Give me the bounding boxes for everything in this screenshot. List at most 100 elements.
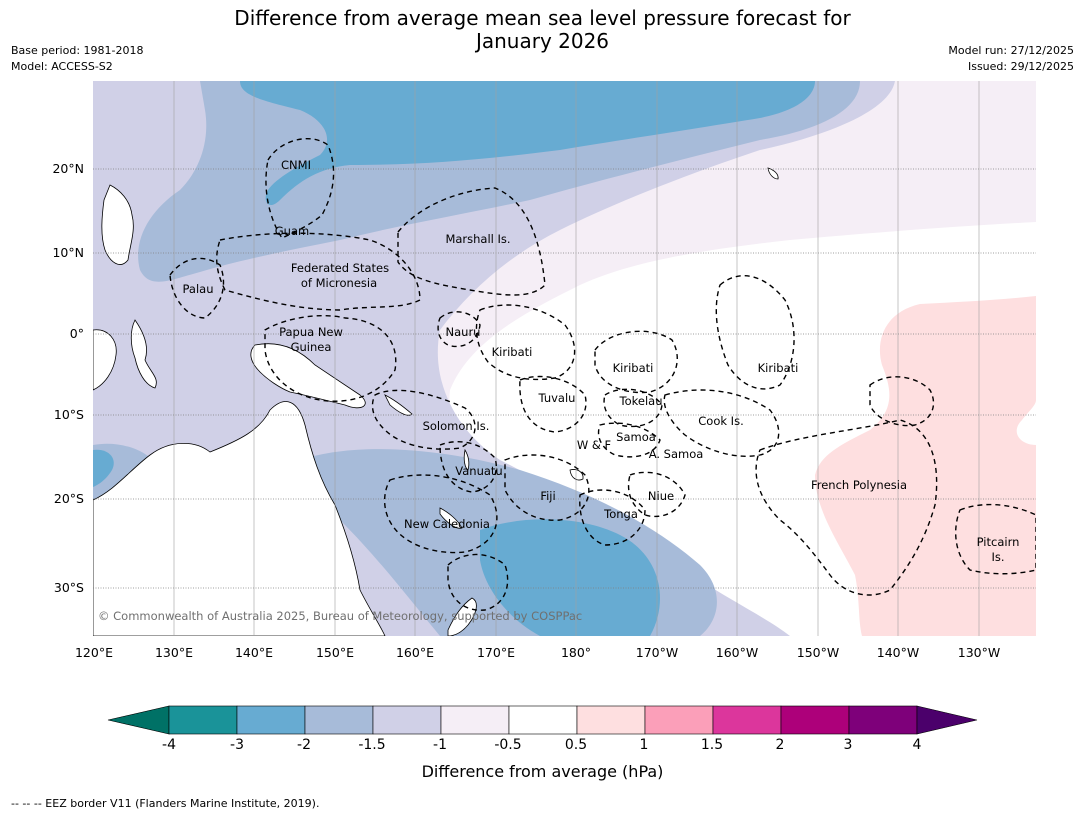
lon-tick-6: 180° xyxy=(560,645,592,660)
eez-kiribati-central xyxy=(594,330,678,394)
eez-borders xyxy=(169,137,1036,611)
australia-outline xyxy=(93,401,386,636)
cbar-tick-0: -4 xyxy=(162,737,176,753)
label-french-polynesia: French Polynesia xyxy=(810,478,908,492)
colorbar-segment-5 xyxy=(508,705,578,735)
label-niue: Niue xyxy=(647,489,675,503)
anomaly-fill-minus-1.5 xyxy=(138,81,860,282)
philippines-outline xyxy=(101,184,134,265)
label-pitcairn-line1: Pitcairn xyxy=(976,535,1020,549)
lon-tick-11: 130°W xyxy=(957,645,1001,660)
eez-tonga xyxy=(579,489,646,546)
eez-kiribati-west xyxy=(475,304,576,381)
vanuatu-outline xyxy=(463,448,470,471)
eez-cook xyxy=(663,389,780,457)
colorbar-segment-7 xyxy=(644,705,714,735)
lon-tick-4: 160°E xyxy=(395,645,434,660)
eez-nauru xyxy=(437,311,481,348)
colorbar-segments xyxy=(168,705,918,735)
label-american-samoa: A. Samoa xyxy=(648,447,704,461)
label-marshall-islands: Marshall Is. xyxy=(445,232,511,246)
meta-left: Base period: 1981-2018 Model: ACCESS-S2 xyxy=(11,43,143,75)
eez-kiribati-east xyxy=(715,275,795,390)
graticule-longitude xyxy=(173,81,980,636)
label-solomon-islands: Solomon Is. xyxy=(422,419,490,433)
eez-cnmi xyxy=(265,137,335,239)
label-tonga: Tonga xyxy=(604,507,638,521)
new-guinea-outline xyxy=(250,343,366,409)
lon-tick-8: 160°W xyxy=(715,645,759,660)
colorbar-segment-8 xyxy=(712,705,782,735)
cbar-tick-1: -3 xyxy=(230,737,244,753)
lon-tick-10: 140°W xyxy=(876,645,920,660)
lon-tick-2: 140°E xyxy=(234,645,273,660)
eez-new-caledonia xyxy=(383,474,498,554)
lon-tick-9: 150°W xyxy=(796,645,840,660)
anomaly-fill-minus-2 xyxy=(240,81,815,206)
label-cook-islands: Cook Is. xyxy=(698,414,744,428)
graticule-latitude xyxy=(93,168,1036,589)
eez-png xyxy=(264,314,397,402)
model-name: Model: ACCESS-S2 xyxy=(11,60,113,73)
cbar-tick-11: 4 xyxy=(912,737,922,753)
colorbar-segment-10 xyxy=(848,705,918,735)
label-cnmi: CNMI xyxy=(281,158,311,172)
colorbar-segment-9 xyxy=(780,705,850,735)
label-fsm-line1: Federated States xyxy=(290,261,390,275)
eez-samoa xyxy=(597,422,661,458)
borneo-outline xyxy=(93,329,117,391)
cbar-tick-8: 1.5 xyxy=(700,737,724,753)
solomon-outline xyxy=(384,394,413,416)
base-period: Base period: 1981-2018 xyxy=(11,44,144,57)
cbar-tick-5: -0.5 xyxy=(494,737,522,753)
chart-title: Difference from average mean sea level p… xyxy=(0,7,1085,53)
label-vanuatu: Vanuatu xyxy=(455,464,503,478)
colorbar-segment-3 xyxy=(372,705,442,735)
eez-french-polynesia-north xyxy=(869,376,935,427)
colorbar-over-triangle xyxy=(916,705,978,735)
lat-tick-3: 10°S xyxy=(53,407,84,422)
cbar-tick-7: 1 xyxy=(639,737,649,753)
label-png-line2: Guinea xyxy=(290,340,332,354)
title-line-2: January 2026 xyxy=(475,29,610,53)
new-caledonia-outline xyxy=(439,507,463,529)
label-nauru: Nauru xyxy=(445,325,481,339)
eez-border-note: -- -- -- EEZ border V11 (Flanders Marine… xyxy=(11,797,320,810)
lon-tick-0: 120°E xyxy=(74,645,113,660)
sulawesi-outline xyxy=(130,319,157,389)
label-palau: Palau xyxy=(182,282,214,296)
cbar-tick-9: 2 xyxy=(775,737,785,753)
label-pitcairn-line2: Is. xyxy=(991,550,1005,564)
label-kiribati-west: Kiribati xyxy=(491,345,533,359)
title-line-1: Difference from average mean sea level p… xyxy=(234,6,851,30)
meta-right: Model run: 27/12/2025 Issued: 29/12/2025 xyxy=(948,43,1074,75)
cbar-tick-3: -1.5 xyxy=(358,737,386,753)
colorbar-segment-4 xyxy=(440,705,510,735)
lat-tick-1: 10°N xyxy=(52,245,84,260)
lat-tick-0: 20°N xyxy=(52,161,84,176)
label-tokelau: Tokelau xyxy=(619,394,663,408)
colorbar-segment-6 xyxy=(576,705,646,735)
eez-new-zealand xyxy=(447,553,509,611)
anomaly-fill-minus-2-west xyxy=(93,449,114,487)
issued-date: Issued: 29/12/2025 xyxy=(967,60,1074,73)
lon-tick-5: 170°E xyxy=(476,645,515,660)
label-fsm-line2: of Micronesia xyxy=(300,276,378,290)
new-zealand-outline xyxy=(447,597,477,636)
lat-tick-5: 30°S xyxy=(53,580,84,595)
label-samoa: Samoa xyxy=(616,430,656,444)
colorbar-segment-1 xyxy=(236,705,306,735)
colorbar-segment-0 xyxy=(168,705,238,735)
anomaly-fill-plus-0.5 xyxy=(815,296,1036,636)
eez-palau xyxy=(169,257,225,319)
label-tuvalu: Tuvalu xyxy=(538,391,576,405)
colorbar-label: Difference from average (hPa) xyxy=(421,762,664,781)
label-kiribati-east: Kiribati xyxy=(757,361,799,375)
colorbar-under-triangle xyxy=(107,705,170,735)
eez-fsm xyxy=(216,232,421,311)
colorbar-segment-2 xyxy=(304,705,374,735)
model-run: Model run: 27/12/2025 xyxy=(948,44,1074,57)
lat-tick-4: 20°S xyxy=(53,491,84,506)
eez-pitcairn xyxy=(955,503,1036,575)
cbar-tick-10: 3 xyxy=(843,737,853,753)
